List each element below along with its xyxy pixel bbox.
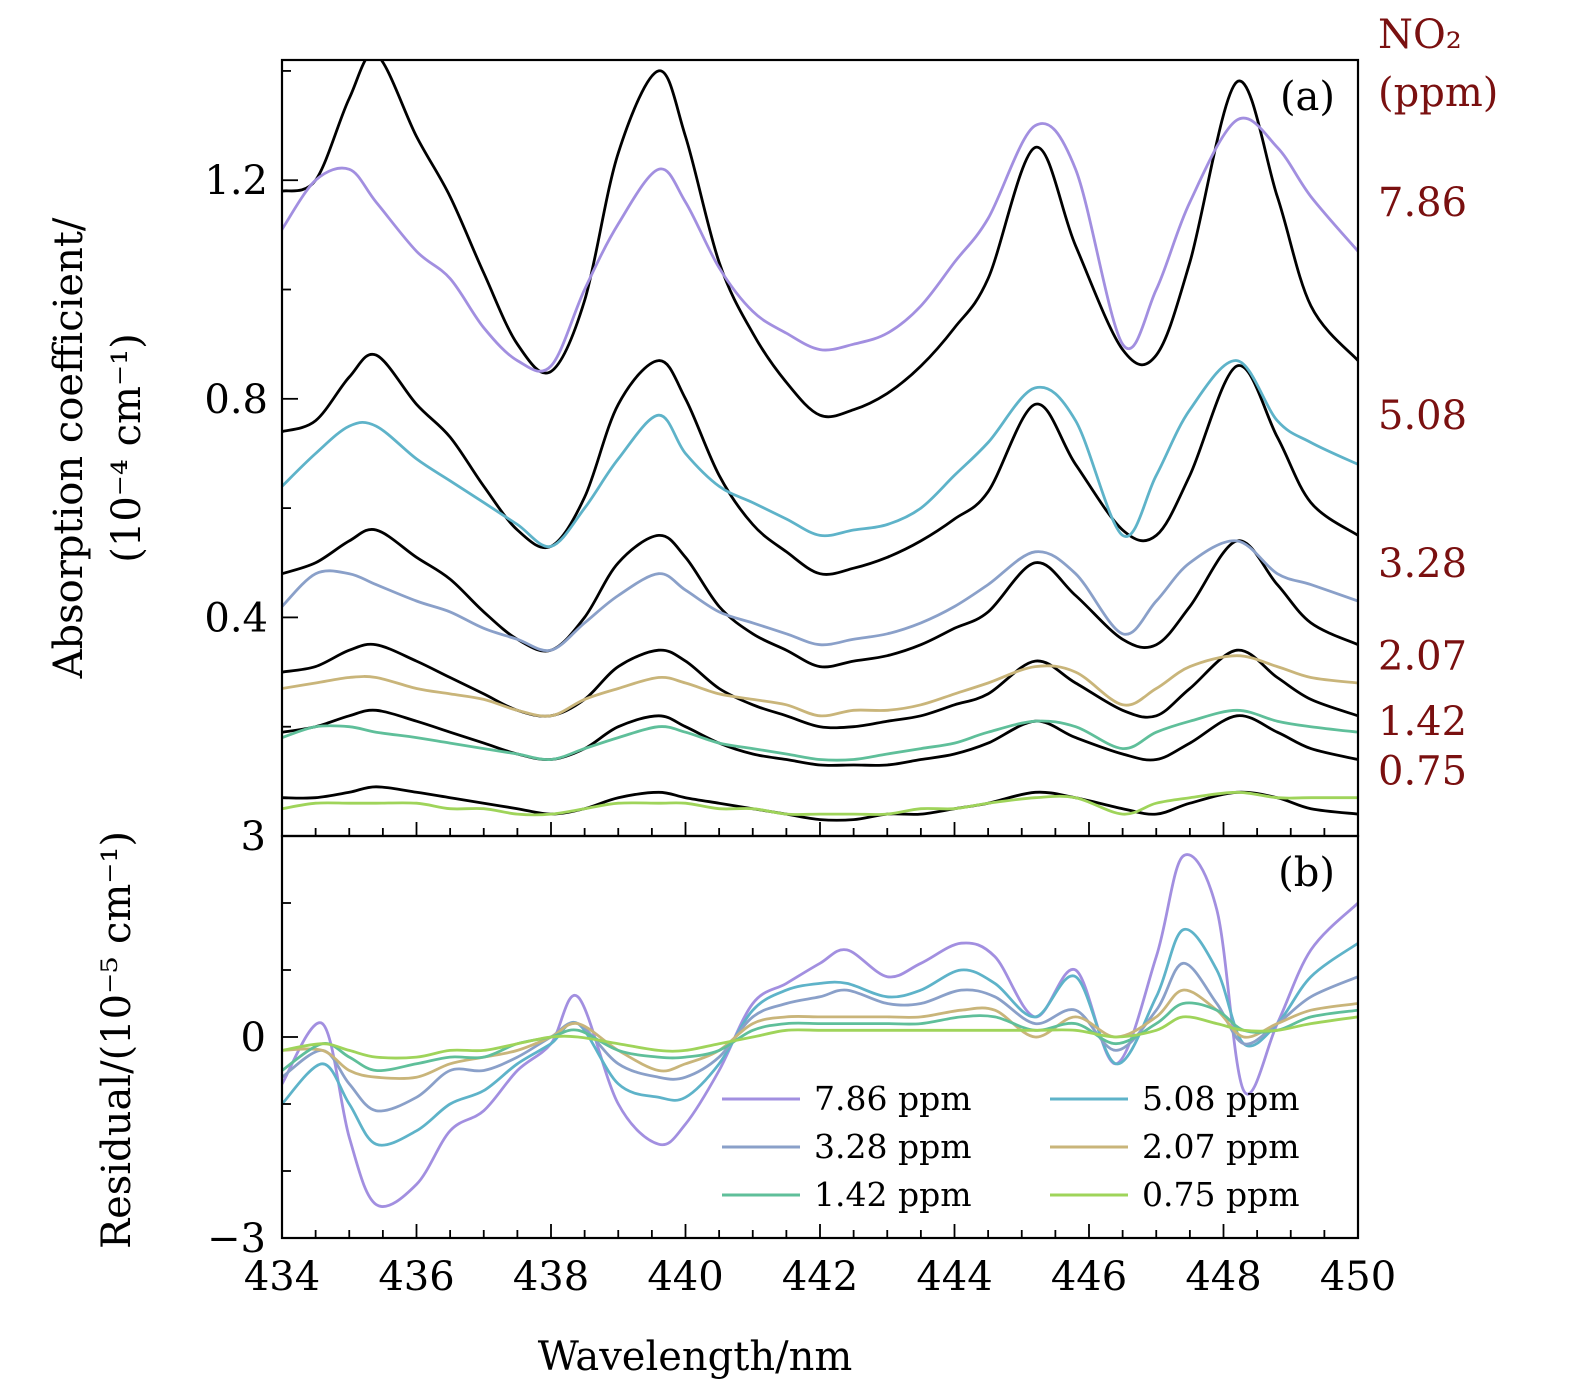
panel-a-ytick-label: 1.2 (204, 158, 268, 204)
panel-a-series-2-07-ppm (282, 654, 1358, 718)
panel-a-series-3-28-ppm (282, 539, 1358, 653)
concentration-label: 7.86 (1378, 180, 1467, 226)
x-tick-label: 444 (916, 1254, 992, 1300)
panel-a-series (282, 60, 1358, 822)
concentration-label: 3.28 (1378, 541, 1467, 587)
panel-a-label: (a) (1280, 74, 1335, 120)
legend-item: 0.75 ppm (1050, 1175, 1300, 1214)
concentration-label: 2.07 (1378, 634, 1467, 680)
panel-a-series-3-28-fit (282, 528, 1358, 669)
panel-b-series (282, 853, 1358, 1208)
panel-b: −3 0 3 434 436 438 440 442 444 446 448 450 (b) Resi… (94, 814, 1396, 1300)
legend-label: 2.07 ppm (1142, 1127, 1300, 1166)
panel-b-series-0-75-ppm (282, 1015, 1358, 1060)
legend-label: 0.75 ppm (1142, 1175, 1300, 1214)
panel-a: 0.4 0.8 1.2 (a) Absorption coefficient/ (1… (46, 12, 1498, 838)
right-title-line1: NO₂ (1378, 12, 1462, 58)
panel-b-series-7-86-ppm (282, 853, 1358, 1208)
concentration-label: 5.08 (1378, 393, 1467, 439)
x-tick-label: 446 (1051, 1254, 1127, 1300)
x-tick-label: 436 (378, 1254, 454, 1300)
panel-b-series-3-28-ppm (282, 961, 1358, 1113)
concentration-labels: 7.86 5.08 3.28 2.07 1.420.75 (1378, 180, 1467, 794)
panel-b-label: (b) (1278, 850, 1335, 896)
legend-item: 1.42 ppm (722, 1175, 972, 1214)
legend-label: 1.42 ppm (814, 1175, 972, 1214)
panel-a-ytick-label: 0.8 (204, 377, 268, 423)
panel-b-ytick-label: 0 (241, 1015, 266, 1061)
panel-b-series-1-42-ppm (282, 1001, 1358, 1073)
concentration-label: 1.42 (1378, 699, 1467, 745)
panel-b-ytick-label: 3 (241, 814, 266, 860)
panel-a-series-1-42-fit (282, 708, 1358, 767)
legend: 7.86 ppm 5.08 ppm 3.28 ppm 2.07 ppm 1.42 ppm… (722, 1079, 1300, 1214)
panel-a-ylabel-line1: Absorption coefficient/ (46, 217, 92, 679)
concentration-label: 0.75 (1378, 748, 1467, 794)
panel-a-series-0-75-ppm (282, 790, 1358, 817)
legend-label: 3.28 ppm (814, 1127, 972, 1166)
panel-a-ylabel-line2: (10⁻⁴ cm⁻¹) (104, 333, 150, 562)
legend-item: 5.08 ppm (1050, 1079, 1300, 1118)
x-tick-label: 448 (1185, 1254, 1261, 1300)
panel-a-series-5-08-ppm (282, 359, 1358, 548)
panel-a-series-1-42-ppm (282, 708, 1358, 762)
panel-b-ticks: −3 0 3 434 436 438 440 442 444 446 448 450 (207, 814, 1396, 1300)
panel-b-series-2-07-ppm (282, 988, 1358, 1080)
x-tick-label: 442 (782, 1254, 858, 1300)
panel-a-series-7-86-ppm (282, 116, 1358, 373)
legend-item: 2.07 ppm (1050, 1127, 1300, 1166)
legend-label: 5.08 ppm (1142, 1079, 1300, 1118)
legend-item: 7.86 ppm (722, 1079, 972, 1118)
x-tick-label: 450 (1320, 1254, 1396, 1300)
panel-b-series-5-08-ppm (282, 928, 1358, 1147)
x-tick-label: 438 (513, 1254, 589, 1300)
legend-label: 7.86 ppm (814, 1079, 972, 1118)
panel-a-ytick-label: 0.4 (204, 595, 268, 641)
x-tick-label: 440 (647, 1254, 723, 1300)
panel-a-series-2-07-fit (282, 642, 1358, 730)
panel-a-ticks: 0.4 0.8 1.2 (204, 70, 1326, 836)
panel-b-ytick-label: −3 (207, 1216, 266, 1262)
legend-item: 3.28 ppm (722, 1127, 972, 1166)
panel-b-ylabel: Residual/(10⁻⁵ cm⁻¹) (94, 831, 140, 1249)
panel-a-series-5-08-fit (282, 352, 1358, 576)
panel-b-frame (280, 834, 1360, 1240)
x-axis-title: Wavelength/nm (538, 1334, 853, 1380)
x-tick-label: 434 (244, 1254, 320, 1300)
right-title-line2: (ppm) (1378, 70, 1498, 116)
panel-a-series-7-86-fit (282, 60, 1358, 419)
